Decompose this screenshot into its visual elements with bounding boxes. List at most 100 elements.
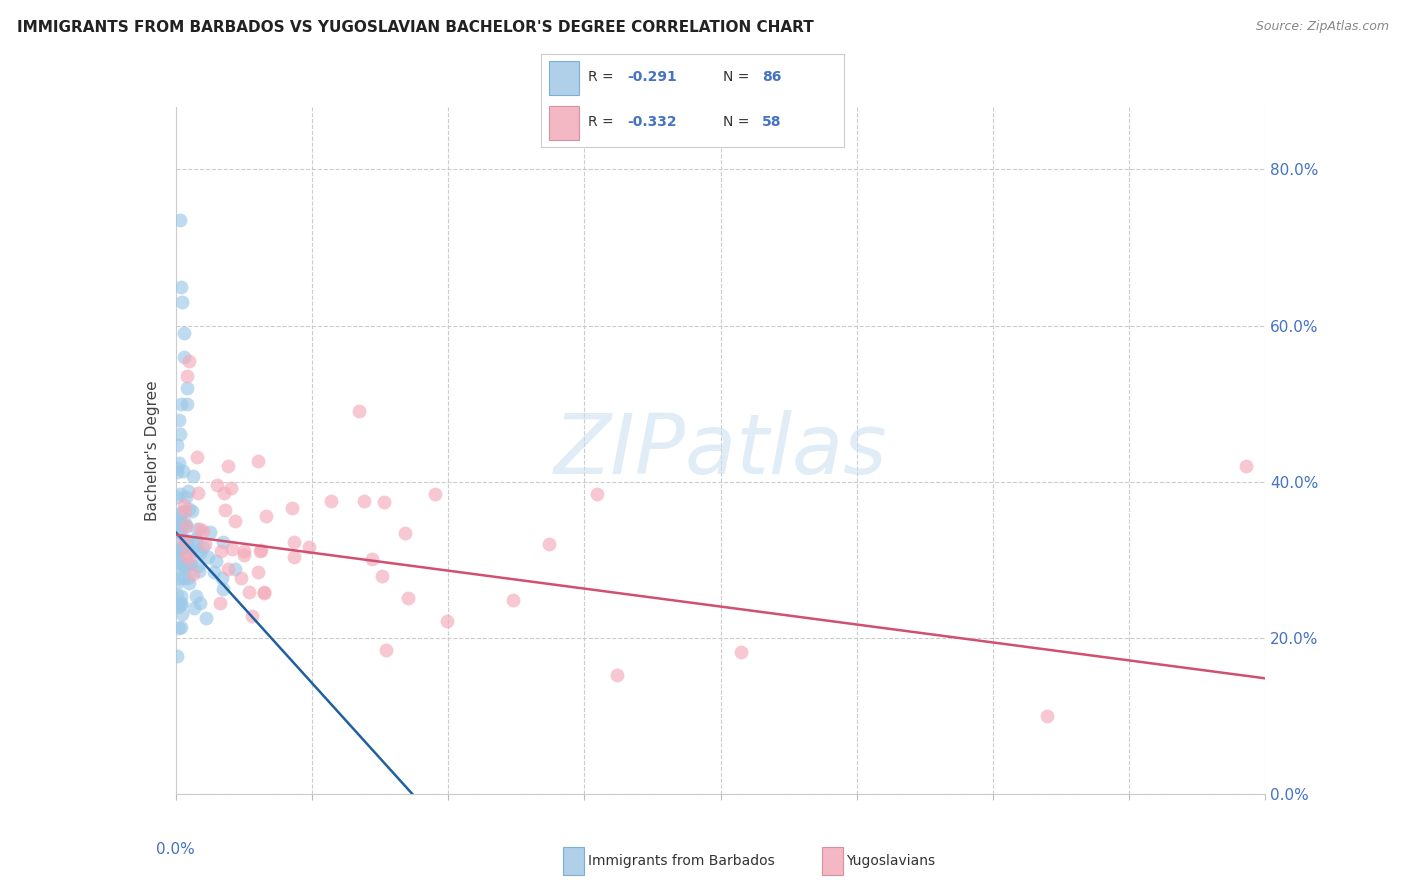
Point (184, 535, 207, 549)
Y-axis label: Bachelor's Degree: Bachelor's Degree (145, 380, 160, 521)
Point (177, 576, 200, 591)
Point (233, 548, 256, 562)
Point (174, 516, 197, 530)
Point (173, 350, 195, 364)
Point (238, 585, 260, 599)
Point (181, 567, 204, 582)
Point (166, 547, 188, 561)
Point (177, 570, 200, 584)
Point (176, 533, 198, 548)
Point (1234, 458, 1257, 473)
Point (167, 597, 190, 611)
Point (166, 438, 188, 452)
Point (298, 540, 321, 554)
Text: 0.0%: 0.0% (156, 842, 195, 857)
Point (167, 571, 190, 585)
Point (193, 524, 215, 538)
Point (167, 542, 190, 557)
Point (166, 534, 188, 549)
Point (190, 522, 212, 536)
Point (177, 540, 200, 554)
Text: Yugoslavians: Yugoslavians (846, 854, 935, 868)
Point (195, 611, 218, 625)
Point (249, 543, 271, 558)
Point (169, 213, 191, 227)
Point (174, 547, 197, 561)
Point (170, 541, 193, 555)
Point (170, 516, 193, 531)
Point (177, 484, 200, 499)
Point (166, 512, 188, 526)
Point (166, 460, 188, 475)
Point (177, 502, 200, 516)
Text: Source: ZipAtlas.com: Source: ZipAtlas.com (1256, 20, 1389, 33)
Point (173, 326, 195, 341)
Point (170, 506, 193, 520)
Point (166, 563, 188, 577)
Point (254, 509, 277, 524)
Point (205, 478, 228, 492)
Point (502, 593, 524, 607)
Point (179, 551, 201, 566)
Point (232, 543, 254, 558)
Point (177, 557, 200, 571)
Point (186, 522, 208, 536)
Point (360, 552, 382, 566)
Point (184, 532, 207, 546)
Point (319, 494, 342, 508)
Point (172, 505, 194, 519)
Point (187, 544, 209, 558)
Point (169, 427, 191, 442)
Point (181, 469, 204, 483)
Point (170, 589, 193, 603)
Point (221, 541, 243, 556)
Point (194, 537, 217, 551)
Point (212, 485, 235, 500)
Point (217, 562, 239, 576)
Text: Immigrants from Barbados: Immigrants from Barbados (588, 854, 775, 868)
Point (353, 493, 375, 508)
Point (191, 541, 214, 555)
Point (224, 562, 246, 576)
Point (187, 485, 209, 500)
Point (183, 600, 205, 615)
Point (166, 576, 188, 591)
Point (188, 596, 211, 610)
Point (396, 591, 419, 605)
Point (217, 459, 239, 474)
Point (169, 525, 191, 540)
Point (166, 648, 188, 663)
Point (166, 541, 188, 556)
Point (214, 503, 236, 517)
Point (208, 597, 231, 611)
FancyBboxPatch shape (548, 61, 579, 95)
Point (173, 498, 195, 512)
Point (187, 558, 209, 573)
Point (281, 501, 304, 516)
Point (180, 543, 202, 558)
Point (252, 584, 274, 599)
Point (247, 454, 270, 468)
Point (537, 537, 560, 551)
Point (370, 568, 392, 582)
Point (347, 404, 370, 418)
Text: IMMIGRANTS FROM BARBADOS VS YUGOSLAVIAN BACHELOR'S DEGREE CORRELATION CHART: IMMIGRANTS FROM BARBADOS VS YUGOSLAVIAN … (17, 20, 814, 35)
Point (436, 614, 458, 628)
Point (209, 544, 232, 558)
Point (173, 558, 195, 573)
Point (170, 558, 193, 572)
Point (606, 667, 628, 681)
Text: R =: R = (588, 115, 619, 129)
Point (423, 487, 446, 501)
Point (173, 571, 195, 585)
Point (167, 524, 190, 538)
Point (176, 559, 198, 574)
Point (176, 381, 198, 395)
Point (172, 464, 194, 478)
Point (212, 534, 235, 549)
Point (170, 607, 193, 621)
Point (169, 487, 191, 501)
Point (166, 600, 188, 615)
Text: N =: N = (723, 70, 754, 85)
Point (200, 524, 222, 539)
